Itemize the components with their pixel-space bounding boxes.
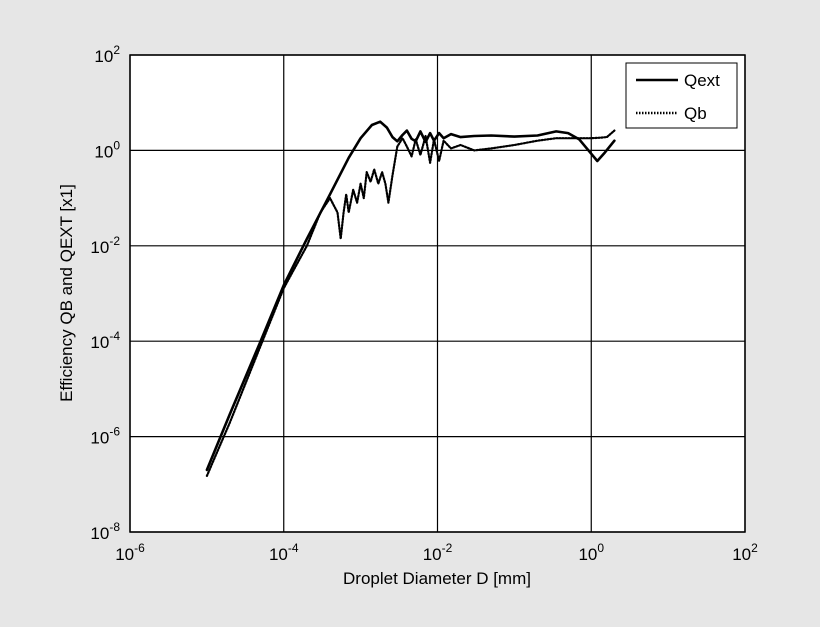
y-tick-label: 10-6	[90, 425, 120, 448]
legend: Qext Qb	[625, 62, 738, 129]
y-tick-label: 100	[94, 138, 120, 161]
x-tick-label: 102	[732, 541, 758, 564]
legend-label-qext: Qext	[684, 71, 720, 90]
x-axis-label: Droplet Diameter D [mm]	[343, 569, 531, 588]
x-tick-label: 10-6	[115, 541, 145, 564]
y-axis-label: Efficiency QB and QEXT [x1]	[57, 184, 76, 402]
y-tick-label: 10-2	[90, 234, 120, 257]
x-tick-label: 10-4	[269, 541, 299, 564]
x-tick-label: 100	[578, 541, 604, 564]
legend-box	[625, 62, 738, 129]
y-tick-label: 10-4	[90, 329, 120, 352]
series-layer	[205, 120, 616, 477]
legend-label-qb: Qb	[684, 104, 707, 123]
series-line-qext	[205, 120, 616, 472]
series-line-qb	[205, 129, 616, 477]
y-tick-label: 10-8	[90, 520, 120, 543]
y-tick-label: 102	[94, 43, 120, 66]
x-tick-label: 10-2	[423, 541, 453, 564]
plot-frame	[129, 54, 746, 533]
